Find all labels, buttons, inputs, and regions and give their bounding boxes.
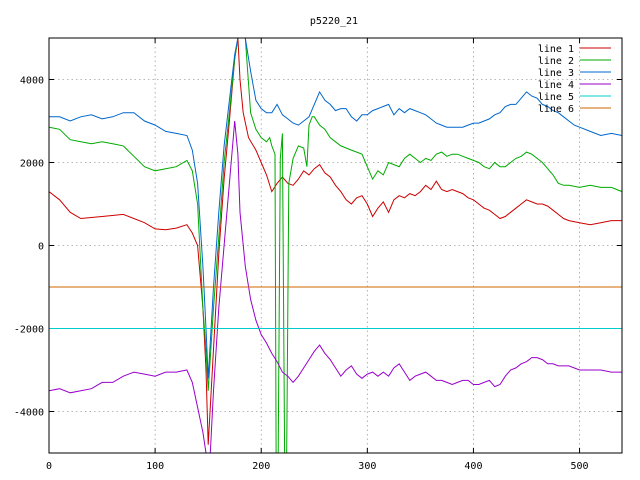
- x-tick-label: 0: [46, 461, 52, 472]
- y-tick-label: 2000: [20, 159, 44, 170]
- legend-label: line 3: [538, 68, 574, 79]
- grid: [49, 38, 622, 453]
- y-tick-label: 4000: [20, 76, 44, 87]
- axis-ticks: 0 100 200 300 400 500 -4000 -2000 0 2000 4000: [14, 38, 622, 472]
- plot-frame: [48, 37, 623, 454]
- x-tick-label: 200: [252, 461, 270, 472]
- series-line-1: [49, 38, 622, 445]
- legend-label: line 1: [538, 44, 574, 55]
- series-line-3: [49, 38, 622, 379]
- y-tick-label: -2000: [14, 325, 44, 336]
- series-line-4: [49, 120, 622, 453]
- chart-title: p5220_21: [310, 16, 358, 27]
- x-tick-label: 100: [146, 461, 164, 472]
- y-tick-label: -4000: [14, 408, 44, 419]
- legend-label: line 6: [538, 104, 574, 115]
- x-tick-label: 500: [571, 461, 589, 472]
- x-tick-label: 300: [358, 461, 376, 472]
- legend-label: line 2: [538, 56, 574, 67]
- x-tick-label: 400: [464, 461, 482, 472]
- legend-label: line 4: [538, 80, 574, 91]
- y-tick-label: 0: [38, 242, 44, 253]
- series-lines: [49, 38, 622, 453]
- legend-label: line 5: [538, 92, 574, 103]
